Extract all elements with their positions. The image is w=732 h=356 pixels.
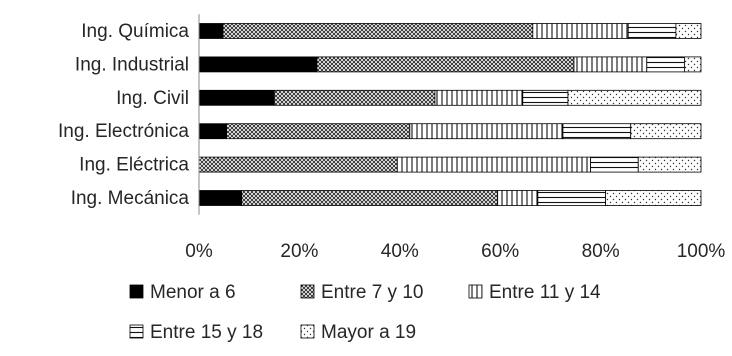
bar-segment: [605, 190, 702, 206]
legend-label: Entre 11 y 14: [489, 282, 601, 303]
bar-segment: [198, 123, 228, 140]
bar-segment: [409, 123, 564, 140]
bar-segment: [241, 190, 499, 206]
category-label: Ing. Química: [81, 21, 189, 42]
bar-segment: [567, 89, 702, 106]
bars-layer: [198, 23, 702, 206]
x-tick-label: 80%: [582, 241, 620, 262]
bar-segment: [537, 190, 607, 206]
bar-segment: [198, 23, 224, 39]
legend-label: Entre 15 y 18: [150, 322, 263, 343]
bar-segment: [316, 56, 575, 73]
legend-swatch: [300, 284, 315, 299]
category-label: Ing. Civil: [116, 88, 189, 109]
legend-label: Mayor a 19: [321, 322, 416, 343]
bar-segment: [590, 156, 639, 173]
category-label: Ing. Electrónica: [58, 121, 189, 142]
x-tick-label: 20%: [280, 241, 318, 262]
bar-segment: [684, 56, 702, 73]
bar-segment: [434, 89, 524, 106]
bar-segment: [675, 23, 702, 39]
category-label: Ing. Eléctrica: [79, 155, 189, 176]
category-label: Ing. Industrial: [75, 54, 189, 75]
bar-segment: [226, 123, 411, 140]
x-tick-label: 40%: [381, 241, 419, 262]
legend-swatch: [468, 284, 483, 299]
legend-label: Menor a 6: [150, 282, 236, 303]
bar-segment: [396, 156, 591, 173]
bar-segment: [198, 190, 243, 206]
legend-swatch: [129, 324, 144, 339]
bar-segment: [497, 190, 539, 206]
x-tick-label: 100%: [677, 241, 726, 262]
bar-segment: [198, 89, 275, 106]
axis-layer: Ing. Química Ing. Industrial Ing. Civil Ing…: [58, 14, 725, 262]
category-label: Ing. Mecánica: [71, 188, 190, 209]
bar-segment: [646, 56, 685, 73]
bar-segment: [522, 89, 569, 106]
bar-segment: [532, 23, 629, 39]
bar-segment: [273, 89, 436, 106]
bar-segment: [573, 56, 648, 73]
legend: Menor a 6 Entre 7 y 10 Entre 11 y 14 Entre …: [129, 282, 601, 343]
legend-swatch: [300, 324, 315, 339]
bar-segment: [562, 123, 632, 140]
bar-segment: [627, 23, 677, 39]
legend-label: Entre 7 y 10: [321, 282, 423, 303]
bar-segment: [630, 123, 702, 140]
bar-segment: [222, 23, 534, 39]
x-tick-label: 60%: [481, 241, 519, 262]
x-tick-label: 0%: [185, 241, 213, 262]
bar-segment: [198, 56, 318, 73]
legend-swatch: [129, 284, 144, 299]
bar-segment: [637, 156, 702, 173]
bar-segment: [198, 156, 398, 173]
